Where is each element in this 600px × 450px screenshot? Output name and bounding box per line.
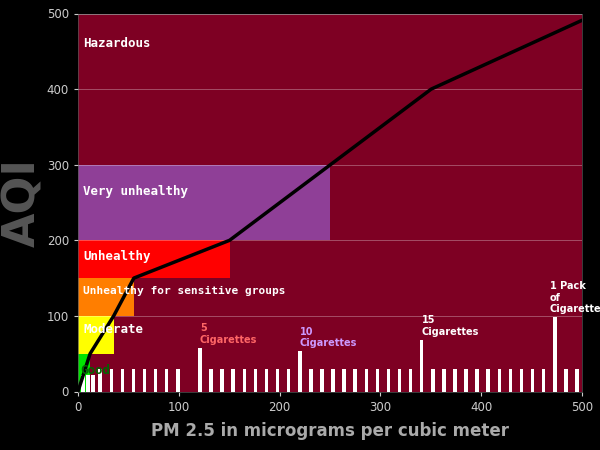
Bar — [464, 369, 468, 392]
Bar — [398, 369, 401, 392]
Bar — [165, 369, 169, 392]
Bar — [198, 348, 202, 392]
Bar — [353, 369, 357, 392]
Bar — [298, 351, 302, 392]
Bar — [78, 278, 134, 316]
Bar — [86, 375, 90, 392]
Bar — [442, 369, 446, 392]
Bar — [343, 369, 346, 392]
Bar — [431, 369, 434, 392]
Bar — [254, 369, 257, 392]
Bar — [453, 369, 457, 392]
Text: 5
Cigarettes: 5 Cigarettes — [200, 323, 257, 345]
Text: Good: Good — [80, 364, 110, 377]
Bar — [520, 369, 523, 392]
Bar — [209, 369, 213, 392]
Bar — [575, 369, 579, 392]
Bar — [176, 369, 179, 392]
Bar — [232, 369, 235, 392]
Bar — [287, 369, 290, 392]
Bar — [553, 317, 557, 392]
Bar — [276, 369, 280, 392]
Text: Moderate: Moderate — [83, 323, 143, 336]
Bar — [131, 369, 135, 392]
Bar — [509, 369, 512, 392]
Bar — [242, 369, 246, 392]
Y-axis label: AQI: AQI — [1, 158, 44, 247]
Bar — [475, 369, 479, 392]
Bar — [376, 369, 379, 392]
Bar — [98, 369, 102, 392]
Bar — [409, 369, 412, 392]
Bar — [91, 375, 95, 392]
Bar — [365, 369, 368, 392]
Bar — [487, 369, 490, 392]
Bar — [121, 369, 124, 392]
Bar — [78, 240, 230, 278]
Bar — [497, 369, 501, 392]
Bar — [331, 369, 335, 392]
Text: 1 Pack
of
Cigarettes: 1 Pack of Cigarettes — [550, 281, 600, 315]
Text: 10
Cigarettes: 10 Cigarettes — [300, 327, 357, 348]
Bar — [220, 369, 224, 392]
Bar — [309, 369, 313, 392]
Text: Unhealthy for sensitive groups: Unhealthy for sensitive groups — [83, 286, 286, 296]
Bar — [110, 369, 113, 392]
Text: Unhealthy: Unhealthy — [83, 251, 151, 263]
Bar — [542, 369, 545, 392]
Text: Hazardous: Hazardous — [83, 37, 151, 50]
Bar — [320, 369, 324, 392]
Bar — [78, 354, 90, 392]
Text: Very unhealthy: Very unhealthy — [83, 184, 188, 198]
Bar — [78, 316, 113, 354]
Bar — [81, 375, 85, 392]
Text: 15
Cigarettes: 15 Cigarettes — [422, 315, 479, 337]
Bar — [265, 369, 268, 392]
X-axis label: PM 2.5 in micrograms per cubic meter: PM 2.5 in micrograms per cubic meter — [151, 422, 509, 440]
Bar — [143, 369, 146, 392]
Bar — [420, 340, 424, 392]
Bar — [154, 369, 157, 392]
Bar — [531, 369, 535, 392]
Bar — [387, 369, 390, 392]
Bar — [564, 369, 568, 392]
Bar — [78, 165, 331, 240]
